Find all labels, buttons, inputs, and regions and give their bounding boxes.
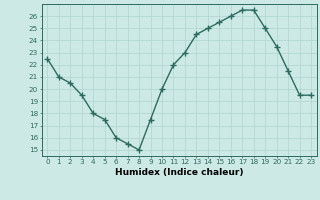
X-axis label: Humidex (Indice chaleur): Humidex (Indice chaleur) xyxy=(115,168,244,177)
